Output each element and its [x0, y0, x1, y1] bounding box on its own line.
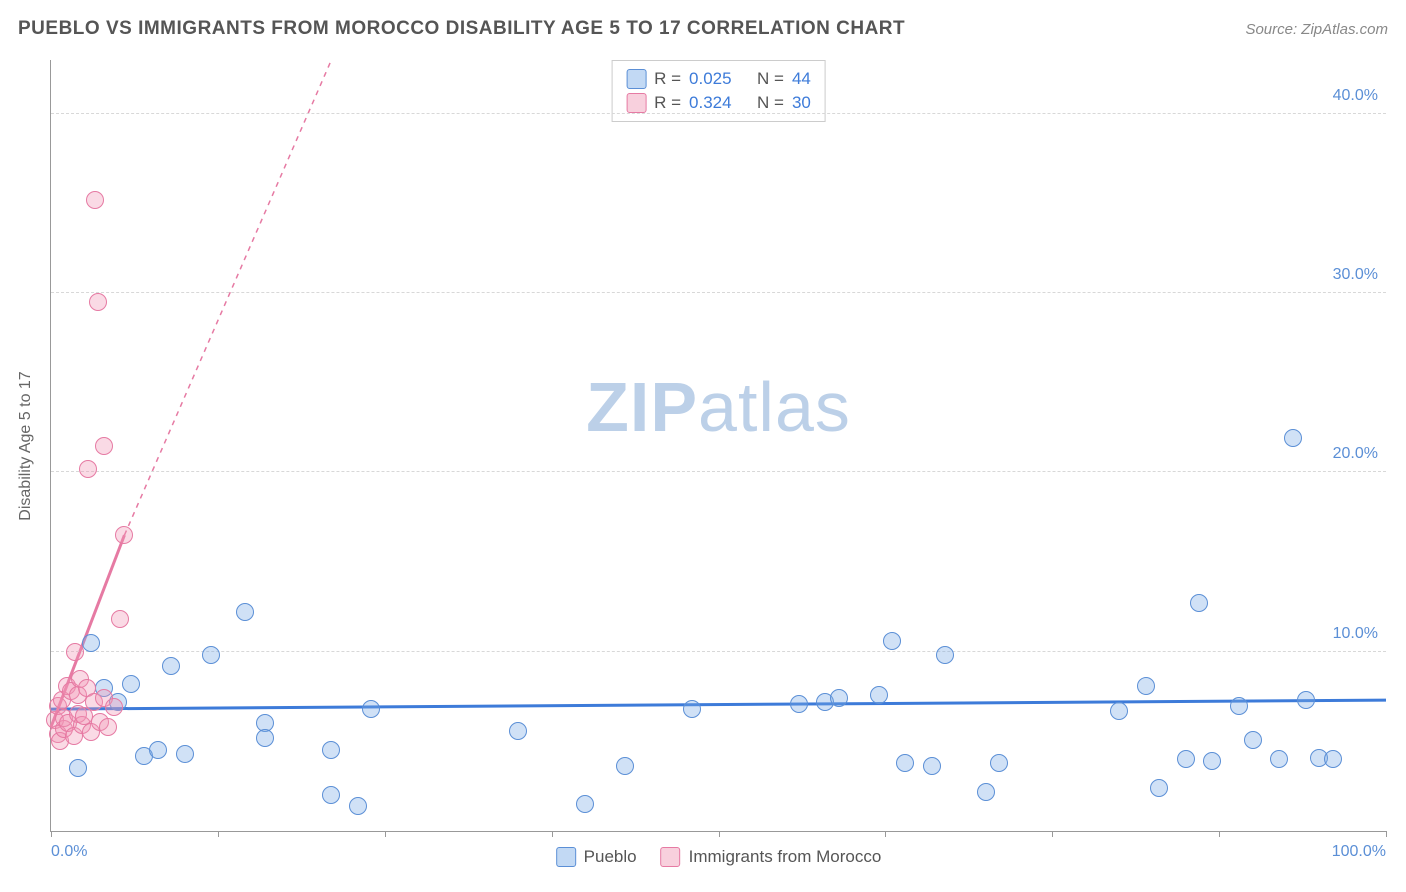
- x-tick-mark: [218, 831, 219, 837]
- x-tick-mark: [719, 831, 720, 837]
- x-tick-mark: [1052, 831, 1053, 837]
- y-tick-label: 20.0%: [1333, 445, 1378, 463]
- x-tick-mark: [51, 831, 52, 837]
- x-max-label: 100.0%: [1332, 843, 1386, 861]
- data-point: [256, 729, 274, 747]
- y-axis-label: Disability Age 5 to 17: [17, 371, 35, 520]
- legend-swatch-pink: [626, 93, 646, 113]
- gridline: [51, 292, 1386, 293]
- x-min-label: 0.0%: [51, 843, 87, 861]
- r-label: R =: [654, 69, 681, 89]
- data-point: [82, 634, 100, 652]
- series-legend: Pueblo Immigrants from Morocco: [556, 847, 882, 867]
- legend-swatch-pink: [661, 847, 681, 867]
- data-point: [89, 293, 107, 311]
- gridline: [51, 471, 1386, 472]
- data-point: [883, 632, 901, 650]
- x-tick-mark: [1219, 831, 1220, 837]
- chart-area: Disability Age 5 to 17 ZIPatlas R = 0.02…: [50, 60, 1386, 832]
- gridline: [51, 651, 1386, 652]
- data-point: [936, 646, 954, 664]
- data-point: [176, 745, 194, 763]
- data-point: [322, 786, 340, 804]
- data-point: [923, 757, 941, 775]
- n-value-blue: 44: [792, 69, 811, 89]
- legend-item-pink: Immigrants from Morocco: [661, 847, 882, 867]
- scatter-plot: ZIPatlas R = 0.025 N = 44 R = 0.324 N = …: [50, 60, 1386, 832]
- stats-row-pink: R = 0.324 N = 30: [626, 91, 811, 115]
- data-point: [576, 795, 594, 813]
- source-label: Source: ZipAtlas.com: [1245, 21, 1388, 38]
- data-point: [683, 700, 701, 718]
- data-point: [616, 757, 634, 775]
- data-point: [162, 657, 180, 675]
- data-point: [115, 526, 133, 544]
- data-point: [1270, 750, 1288, 768]
- x-tick-mark: [385, 831, 386, 837]
- data-point: [1203, 752, 1221, 770]
- data-point: [362, 700, 380, 718]
- r-value-blue: 0.025: [689, 69, 732, 89]
- data-point: [896, 754, 914, 772]
- y-tick-label: 40.0%: [1333, 87, 1378, 105]
- x-tick-mark: [552, 831, 553, 837]
- data-point: [1230, 697, 1248, 715]
- data-point: [1324, 750, 1342, 768]
- legend-swatch-blue: [556, 847, 576, 867]
- n-label: N =: [757, 93, 784, 113]
- data-point: [79, 460, 97, 478]
- x-tick-mark: [885, 831, 886, 837]
- r-value-pink: 0.324: [689, 93, 732, 113]
- data-point: [1190, 594, 1208, 612]
- data-point: [1244, 731, 1262, 749]
- data-point: [236, 603, 254, 621]
- r-label: R =: [654, 93, 681, 113]
- legend-label-pink: Immigrants from Morocco: [689, 847, 882, 867]
- data-point: [111, 610, 129, 628]
- data-point: [1110, 702, 1128, 720]
- data-point: [1297, 691, 1315, 709]
- y-tick-label: 10.0%: [1333, 625, 1378, 643]
- data-point: [1137, 677, 1155, 695]
- y-tick-label: 30.0%: [1333, 266, 1378, 284]
- data-point: [69, 759, 87, 777]
- data-point: [86, 191, 104, 209]
- watermark: ZIPatlas: [586, 367, 851, 447]
- data-point: [122, 675, 140, 693]
- trend-lines: [51, 60, 1386, 831]
- chart-title: PUEBLO VS IMMIGRANTS FROM MOROCCO DISABI…: [18, 18, 905, 40]
- data-point: [790, 695, 808, 713]
- data-point: [1284, 429, 1302, 447]
- n-label: N =: [757, 69, 784, 89]
- data-point: [349, 797, 367, 815]
- data-point: [870, 686, 888, 704]
- data-point: [66, 643, 84, 661]
- data-point: [509, 722, 527, 740]
- data-point: [322, 741, 340, 759]
- data-point: [830, 689, 848, 707]
- data-point: [977, 783, 995, 801]
- data-point: [95, 437, 113, 455]
- data-point: [1150, 779, 1168, 797]
- legend-swatch-blue: [626, 69, 646, 89]
- gridline: [51, 113, 1386, 114]
- data-point: [202, 646, 220, 664]
- n-value-pink: 30: [792, 93, 811, 113]
- legend-label-blue: Pueblo: [584, 847, 637, 867]
- data-point: [1177, 750, 1195, 768]
- data-point: [105, 698, 123, 716]
- data-point: [99, 718, 117, 736]
- data-point: [149, 741, 167, 759]
- legend-item-blue: Pueblo: [556, 847, 637, 867]
- stats-row-blue: R = 0.025 N = 44: [626, 67, 811, 91]
- x-tick-mark: [1386, 831, 1387, 837]
- data-point: [990, 754, 1008, 772]
